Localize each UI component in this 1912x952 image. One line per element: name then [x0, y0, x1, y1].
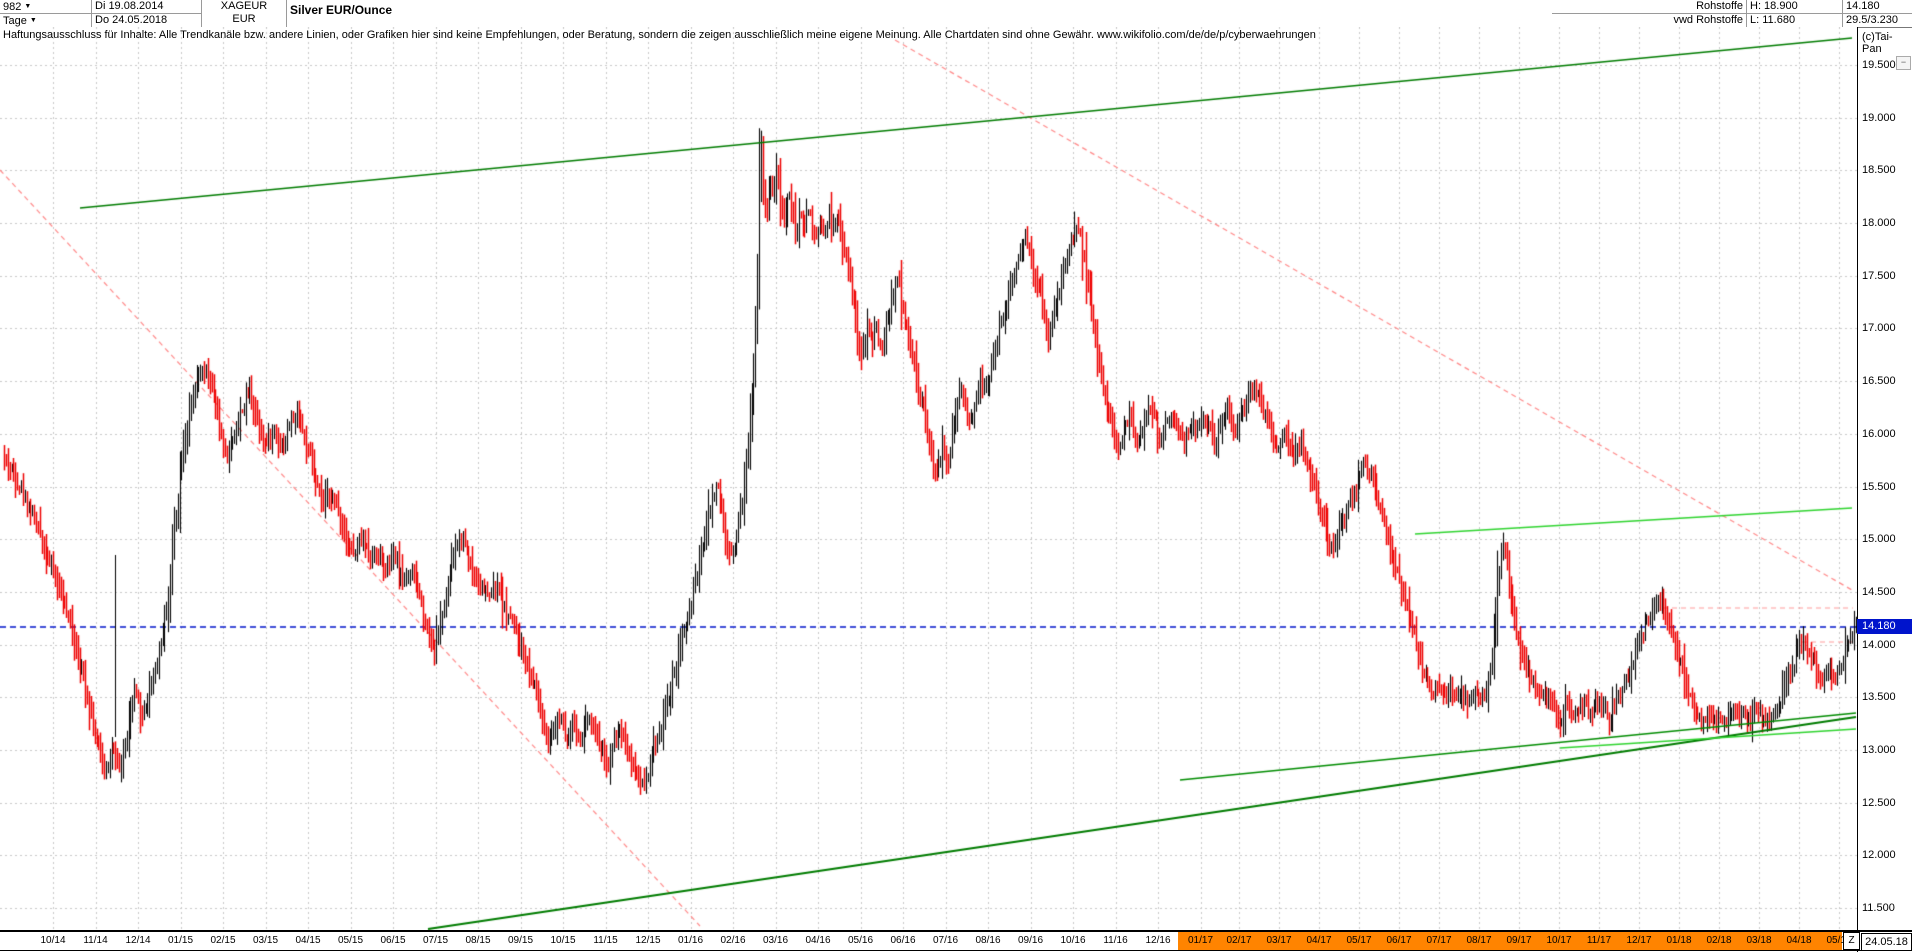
- x-axis-label: 09/17: [1506, 935, 1532, 946]
- chevron-down-icon: ▼: [24, 3, 32, 10]
- x-axis-label: 09/16: [1017, 935, 1044, 946]
- x-axis-label: 07/16: [932, 935, 959, 946]
- x-axis-label: 10/16: [1060, 935, 1086, 946]
- x-axis-label: 12/16: [1145, 935, 1171, 946]
- x-axis-label: 02/16: [720, 935, 746, 946]
- y-axis-label: 15.000: [1862, 533, 1896, 546]
- time-axis: 10/14 11/14 12/14 01/15 02/15 03/15 04/15 05/15…: [0, 932, 1912, 950]
- current-price-badge: 14.180: [1857, 619, 1912, 634]
- y-axis-label: 16.500: [1862, 375, 1896, 388]
- y-axis-label: 19.000: [1862, 111, 1896, 124]
- x-axis-label: 01/17: [1187, 935, 1214, 946]
- period-dropdown[interactable]: Tage ▼: [0, 14, 92, 27]
- y-axis-label: 18.500: [1862, 164, 1896, 177]
- axis-divider: [1857, 27, 1858, 952]
- period-low-label: L: 11.680: [1747, 14, 1843, 27]
- feed-label: vwd Rohstoffe: [1552, 14, 1747, 27]
- y-axis-label: 15.500: [1862, 480, 1896, 493]
- x-axis-label: 07/15: [422, 935, 449, 946]
- bars-count-dropdown[interactable]: 982 ▼: [0, 0, 92, 14]
- x-axis-label: 01/16: [677, 935, 704, 946]
- copyright-label: (c)Tai-Pan: [1862, 31, 1893, 55]
- x-axis-label: 03/17: [1266, 935, 1292, 946]
- y-axis-label: 12.000: [1862, 849, 1896, 862]
- start-date-field[interactable]: Di 19.08.2014: [92, 0, 202, 14]
- y-axis-label: 17.500: [1862, 269, 1896, 282]
- x-axis-label: 06/15: [380, 935, 406, 946]
- y-axis-label: 14.000: [1862, 638, 1896, 651]
- cursor-date-badge: 24.05.18: [1861, 933, 1912, 951]
- x-axis-label: 05/17: [1346, 935, 1372, 946]
- x-axis-label: 11/17: [1586, 935, 1612, 946]
- x-axis-label: 08/15: [465, 935, 491, 946]
- x-axis-label: 05/18: [1826, 935, 1852, 946]
- price-chart-canvas[interactable]: [0, 27, 1857, 930]
- highlighted-range-strip: [1178, 931, 1842, 950]
- x-axis-label: 07/17: [1426, 935, 1452, 946]
- x-axis-label: 01/15: [167, 935, 194, 946]
- disclaimer-text: Haftungsausschluss für Inhalte: Alle Tre…: [3, 29, 1316, 41]
- y-axis-label: 13.000: [1862, 743, 1896, 756]
- x-axis-label: 04/15: [295, 935, 321, 946]
- x-axis-label: 05/16: [847, 935, 874, 946]
- minimize-icon[interactable]: −: [1896, 56, 1911, 70]
- x-axis-label: 02/17: [1226, 935, 1252, 946]
- x-axis-label: 04/18: [1786, 935, 1812, 946]
- y-axis-label: 11.500: [1862, 902, 1895, 914]
- x-axis-label: 03/16: [762, 935, 789, 946]
- x-axis-label: 01/18: [1666, 935, 1692, 946]
- x-axis-label: 08/17: [1466, 935, 1492, 946]
- instrument-title: Silver EUR/Ounce: [287, 0, 1552, 27]
- x-axis-label: 08/16: [975, 935, 1001, 946]
- end-date-field[interactable]: Do 24.05.2018: [92, 14, 202, 27]
- period-high-label: H: 18.900: [1747, 0, 1843, 14]
- x-axis-label: 06/17: [1386, 935, 1412, 946]
- x-axis-label: 12/15: [635, 935, 661, 946]
- x-axis-label: 11/15: [593, 935, 618, 946]
- x-axis-label: 02/15: [210, 935, 236, 946]
- x-axis-label: 12/17: [1626, 935, 1652, 946]
- x-axis-label: 10/15: [550, 935, 576, 946]
- x-axis-label: 10/17: [1546, 935, 1572, 946]
- y-axis-label: 16.000: [1862, 427, 1896, 440]
- x-axis-label: 09/15: [507, 935, 534, 946]
- y-axis-label: 17.000: [1862, 322, 1896, 335]
- x-axis-label: 03/15: [252, 935, 279, 946]
- x-axis-label: 04/16: [805, 935, 831, 946]
- x-axis-label: 11/14: [83, 935, 108, 946]
- chart-header: 982 ▼ Tage ▼ Di 19.08.2014 Do 24.05.2018…: [0, 0, 1912, 28]
- y-axis-label: 14.500: [1862, 585, 1896, 598]
- last-price-label: 14.180: [1843, 0, 1912, 14]
- quote-extra-label: 29.5/3.230: [1843, 14, 1912, 27]
- x-axis-label: 12/14: [125, 935, 151, 946]
- x-axis-label: 06/16: [890, 935, 916, 946]
- y-axis-label: 18.000: [1862, 217, 1896, 230]
- zoom-marker[interactable]: Z: [1843, 932, 1860, 950]
- y-axis-label: 19.500: [1862, 59, 1896, 71]
- x-axis-label: 02/18: [1706, 935, 1732, 946]
- x-axis-label: 03/18: [1746, 935, 1772, 946]
- x-axis-label: 11/16: [1103, 935, 1128, 946]
- group-label: Rohstoffe: [1552, 0, 1747, 14]
- chevron-down-icon: ▼: [29, 17, 37, 24]
- x-axis-label: 04/17: [1306, 935, 1332, 946]
- x-axis-label: 05/15: [337, 935, 364, 946]
- window-bottom-edge: [0, 950, 1912, 951]
- symbol-cell[interactable]: XAGEUR EUR: [202, 0, 287, 27]
- y-axis-label: 13.500: [1862, 691, 1896, 704]
- y-axis-label: 12.500: [1862, 796, 1896, 809]
- x-axis-label: 10/14: [40, 935, 66, 946]
- time-axis-line: [0, 930, 1912, 932]
